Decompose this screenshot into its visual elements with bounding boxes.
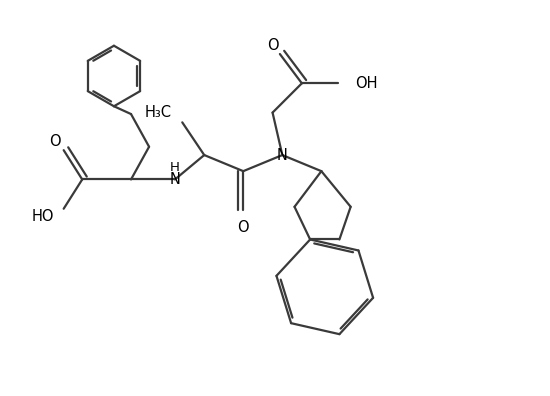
- Text: O: O: [267, 38, 278, 53]
- Text: H: H: [170, 161, 180, 174]
- Text: N: N: [169, 172, 180, 187]
- Text: O: O: [49, 134, 60, 149]
- Text: OH: OH: [355, 76, 378, 91]
- Text: N: N: [277, 148, 288, 162]
- Text: H₃C: H₃C: [145, 105, 172, 120]
- Text: HO: HO: [32, 209, 54, 224]
- Text: O: O: [238, 220, 249, 235]
